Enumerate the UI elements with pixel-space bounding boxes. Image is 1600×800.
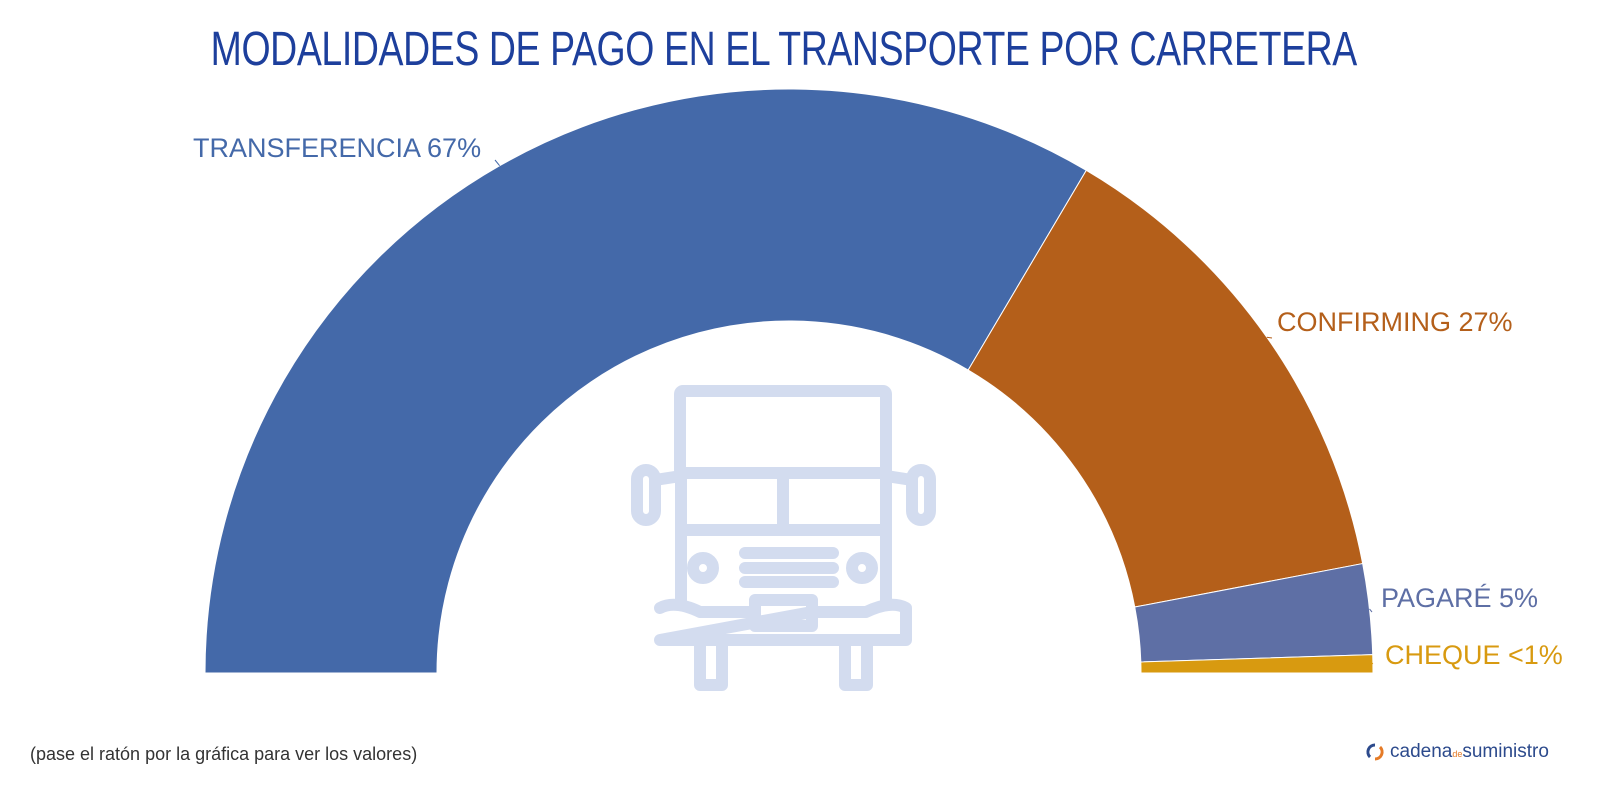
chart-title: MODALIDADES DE PAGO EN EL TRANSPORTE POR…	[210, 23, 1357, 76]
leader-line	[1369, 608, 1373, 613]
hover-hint-note: (pase el ratón por la gráfica para ver l…	[30, 744, 418, 764]
slice-cheque[interactable]	[1140, 654, 1374, 674]
leader-line	[1266, 336, 1273, 339]
data-label: CONFIRMING 27%	[1277, 307, 1513, 337]
truck-icon	[631, 385, 936, 691]
data-label: CHEQUE <1%	[1385, 640, 1563, 670]
cadena-de-suministro-logo: cadenadesuministro	[1366, 741, 1549, 763]
slice-transferencia[interactable]	[204, 88, 1087, 674]
leader-line	[494, 159, 501, 167]
leader-line	[1371, 662, 1374, 665]
logo-icon	[1366, 743, 1384, 761]
data-label: PAGARÉ 5%	[1381, 583, 1538, 613]
data-label: TRANSFERENCIA 67%	[193, 133, 481, 163]
slice-confirming[interactable]	[967, 169, 1364, 608]
